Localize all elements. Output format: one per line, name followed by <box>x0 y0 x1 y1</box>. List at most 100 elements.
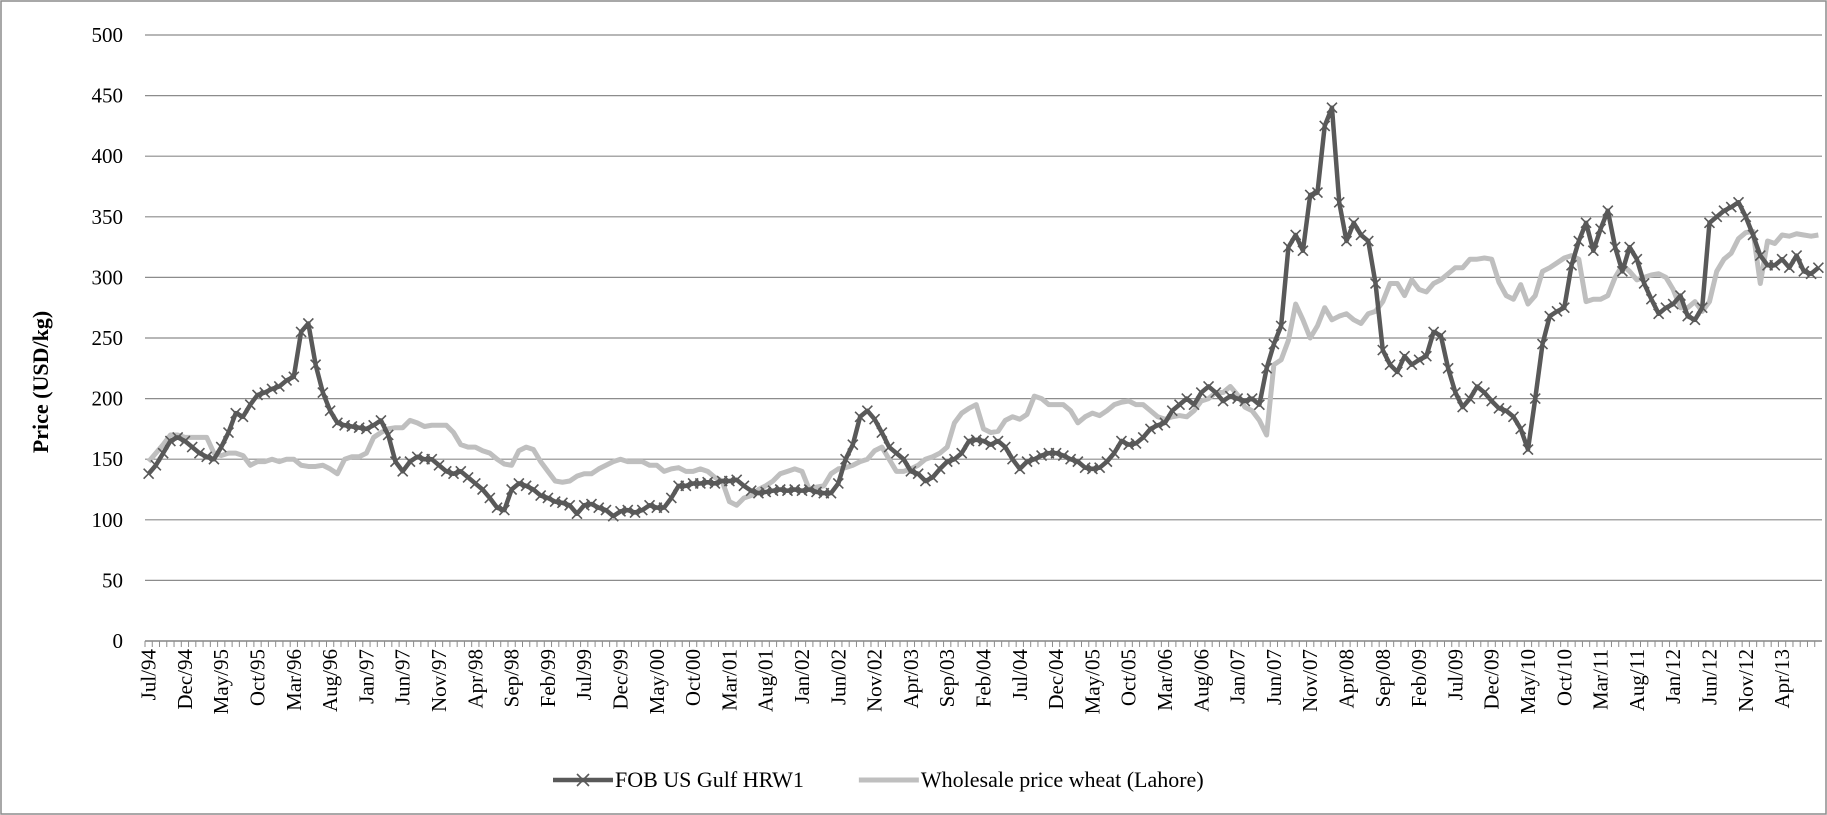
marker <box>273 380 285 393</box>
marker <box>919 475 931 487</box>
marker <box>1428 326 1440 338</box>
x-tick-label: Jul/09 <box>1443 649 1467 700</box>
marker <box>143 468 155 480</box>
marker <box>222 426 235 439</box>
marker <box>1536 338 1549 350</box>
marker <box>280 374 293 386</box>
marker <box>172 431 184 443</box>
marker <box>1144 423 1157 435</box>
marker <box>1653 308 1665 320</box>
marker <box>948 453 961 465</box>
marker <box>1507 411 1520 423</box>
x-tick-label: Jan/97 <box>354 649 378 704</box>
x-tick-label: May/00 <box>645 649 669 714</box>
x-tick-label: Jan/07 <box>1226 649 1250 704</box>
y-tick-label: 350 <box>92 205 124 229</box>
x-tick-label: Sep/98 <box>500 649 524 707</box>
marker <box>1173 399 1186 411</box>
marker <box>1094 462 1106 474</box>
x-tick-label: Oct/00 <box>681 649 705 706</box>
marker <box>1268 338 1280 350</box>
x-tick-label: Jan/12 <box>1661 649 1685 704</box>
marker <box>956 447 968 459</box>
marker <box>302 317 314 330</box>
marker <box>259 386 271 399</box>
marker <box>593 502 605 514</box>
marker <box>1812 262 1824 274</box>
marker <box>832 477 844 490</box>
marker <box>1246 393 1258 405</box>
marker <box>1130 437 1142 450</box>
marker <box>1558 302 1570 314</box>
marker <box>1624 241 1636 253</box>
marker <box>869 413 881 425</box>
marker <box>1478 386 1490 399</box>
legend-marker <box>576 773 590 787</box>
marker <box>1282 241 1294 253</box>
marker <box>1725 201 1737 213</box>
x-tick-label: Jan/02 <box>790 649 814 704</box>
marker <box>535 489 547 502</box>
marker <box>1544 310 1556 322</box>
marker <box>215 441 227 453</box>
marker <box>230 407 242 419</box>
marker <box>1798 265 1810 277</box>
marker <box>883 441 895 453</box>
marker <box>288 371 300 383</box>
x-tick-label: Apr/98 <box>463 649 487 709</box>
x-tick-label: Dec/99 <box>609 649 633 710</box>
marker <box>1703 217 1716 229</box>
marker <box>1638 277 1650 290</box>
marker <box>426 453 438 465</box>
marker <box>1304 189 1316 201</box>
marker <box>1515 423 1527 435</box>
marker <box>1631 253 1643 265</box>
marker <box>1783 262 1795 274</box>
marker <box>375 414 387 426</box>
marker <box>622 504 634 516</box>
marker <box>1297 245 1309 257</box>
marker <box>1609 241 1621 253</box>
marker <box>1391 366 1403 378</box>
marker <box>179 435 191 447</box>
marker <box>310 359 322 371</box>
marker <box>1740 211 1752 223</box>
marker <box>839 453 852 465</box>
marker <box>585 498 598 510</box>
legend-label: Wholesale price wheat (Lahore) <box>921 767 1204 792</box>
x-tick-label: Aug/96 <box>318 649 342 712</box>
marker <box>1442 362 1454 374</box>
x-tick-label: Nov/97 <box>427 649 451 712</box>
marker <box>1065 453 1077 465</box>
marker <box>1319 120 1331 132</box>
marker <box>1072 456 1084 468</box>
x-tick-label: Jun/97 <box>391 649 415 705</box>
marker <box>1217 395 1229 407</box>
x-tick-label: Dec/04 <box>1044 649 1068 710</box>
marker <box>1565 259 1578 271</box>
x-tick-label: Aug/01 <box>754 649 778 712</box>
marker <box>665 492 677 504</box>
marker <box>1413 354 1425 366</box>
marker <box>1057 449 1069 462</box>
marker <box>1101 456 1113 468</box>
marker <box>1551 305 1563 317</box>
marker <box>1732 196 1745 208</box>
marker <box>397 465 409 477</box>
marker <box>237 411 249 423</box>
marker <box>564 499 576 511</box>
marker <box>803 483 815 496</box>
marker <box>607 510 619 522</box>
marker <box>1159 417 1171 429</box>
marker <box>1580 217 1592 229</box>
x-tick-label: Nov/07 <box>1298 649 1322 712</box>
marker <box>477 483 489 496</box>
marker <box>1224 390 1236 402</box>
marker <box>411 451 423 463</box>
x-tick-label: Jul/94 <box>137 649 161 701</box>
marker <box>331 417 343 429</box>
marker <box>890 447 902 459</box>
marker <box>324 405 336 417</box>
